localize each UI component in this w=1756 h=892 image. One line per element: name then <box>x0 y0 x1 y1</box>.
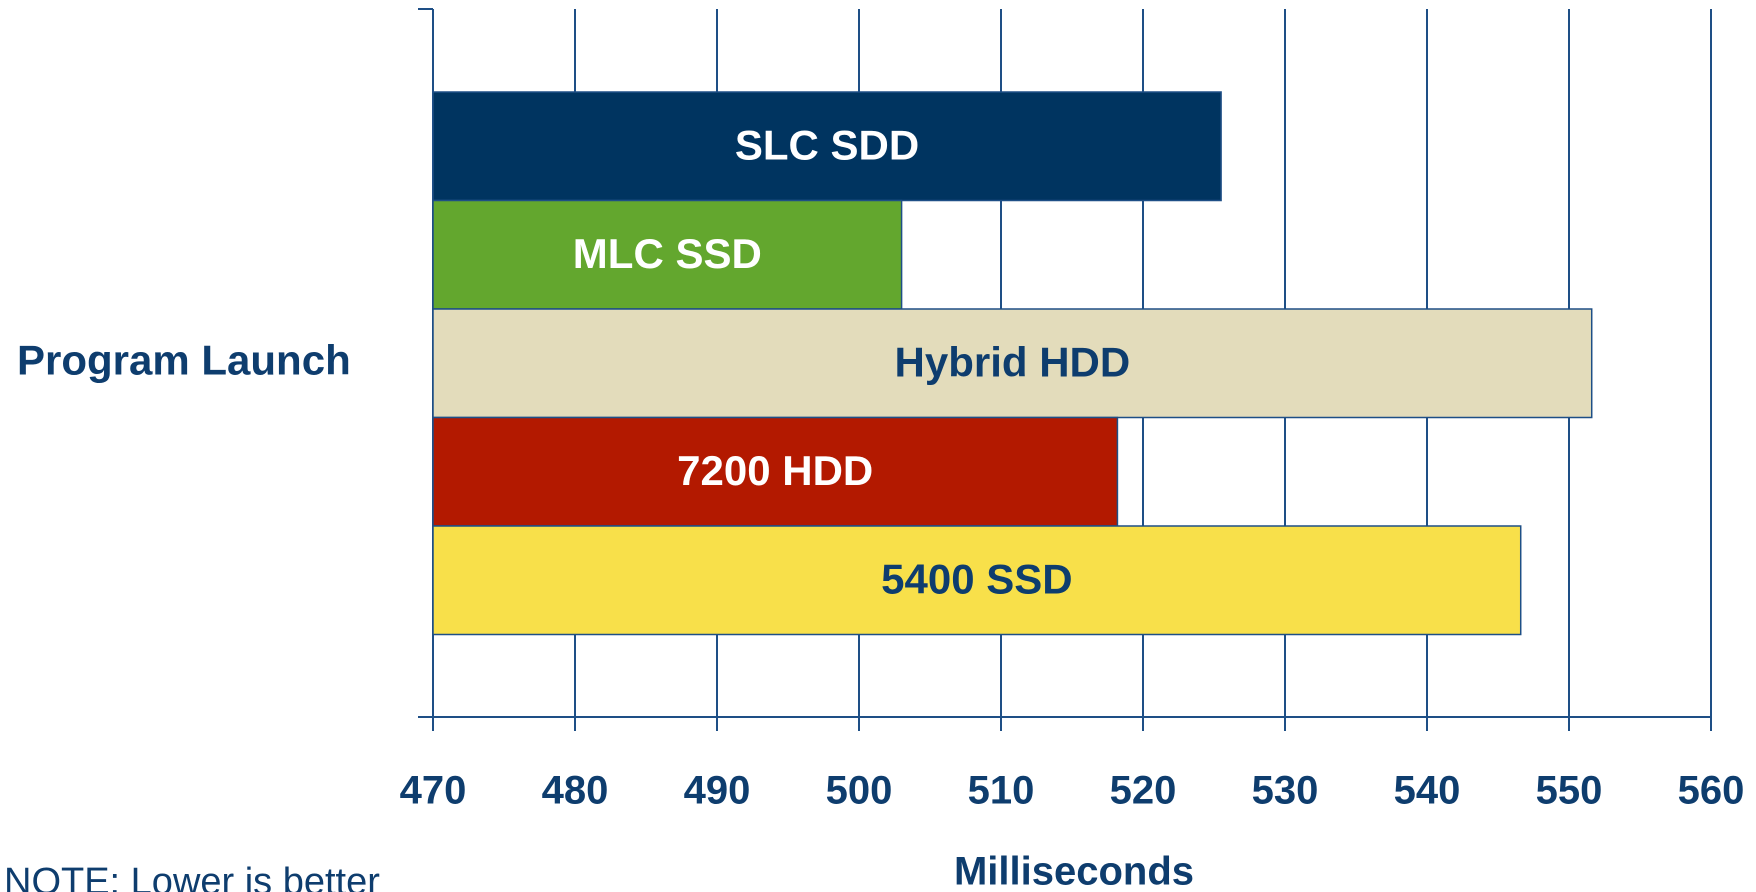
x-tick-label: 490 <box>684 769 751 813</box>
x-tick-label: 540 <box>1394 769 1461 813</box>
bar <box>432 91 1222 202</box>
bar <box>432 199 903 310</box>
bar <box>432 416 1119 527</box>
x-axis-label: Milliseconds <box>954 850 1194 892</box>
x-tick-label: 560 <box>1678 769 1745 813</box>
x-tick-label: 510 <box>968 769 1035 813</box>
x-tick-label: 500 <box>826 769 893 813</box>
x-tick-label: 470 <box>400 769 467 813</box>
x-tick-label: 520 <box>1110 769 1177 813</box>
bar <box>432 308 1593 419</box>
bar <box>432 525 1522 636</box>
x-tick-label: 480 <box>542 769 609 813</box>
x-tick-label: 530 <box>1252 769 1319 813</box>
category-label: Program Launch <box>17 336 351 383</box>
note: NOTE: Lower is better <box>4 861 380 892</box>
bar-label: 7200 HDD <box>677 447 873 494</box>
bar-label: MLC SSD <box>573 230 762 277</box>
bar-label: SLC SDD <box>735 121 919 168</box>
bar-label: Hybrid HDD <box>895 338 1131 385</box>
x-tick-label: 550 <box>1536 769 1603 813</box>
bar-label: 5400 SSD <box>881 555 1072 602</box>
